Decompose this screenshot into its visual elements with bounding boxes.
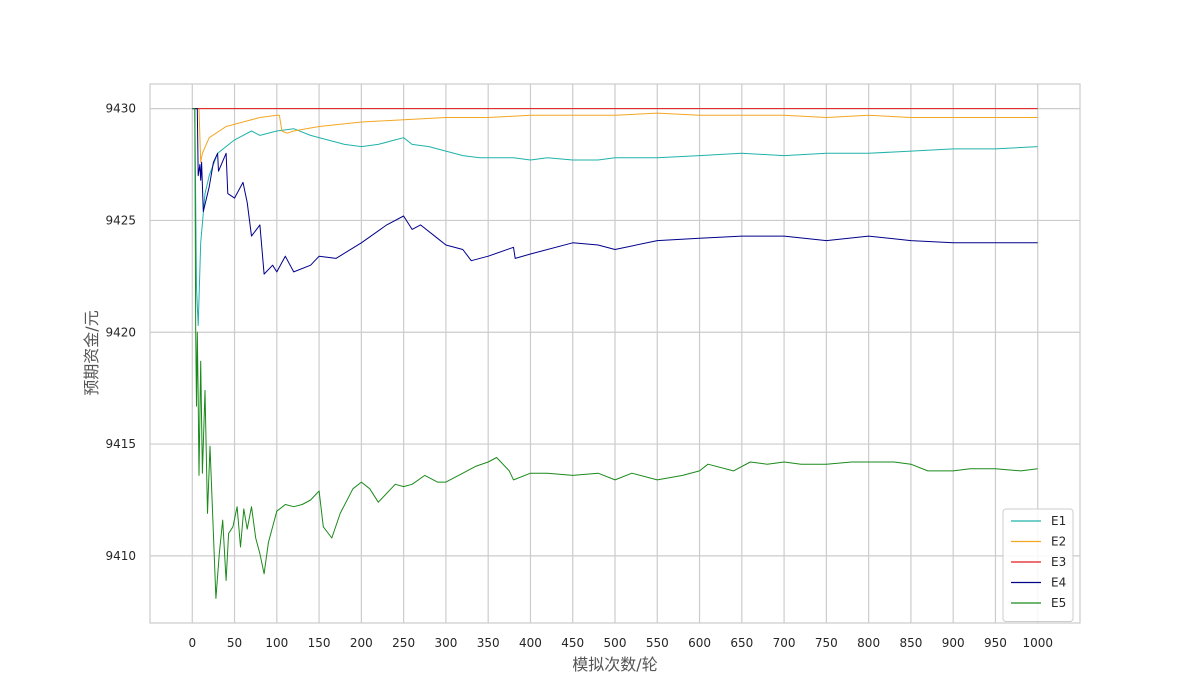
x-tick-label: 300: [434, 636, 457, 650]
legend-label-e5: E5: [1051, 596, 1066, 610]
x-tick-label: 200: [350, 636, 373, 650]
y-tick-label: 9430: [105, 102, 136, 116]
y-axis-title: 预期资金/元: [82, 310, 101, 395]
y-tick-label: 9410: [105, 549, 136, 563]
y-tick-label: 9420: [105, 325, 136, 339]
y-tick-label: 9415: [105, 437, 136, 451]
x-tick-label: 150: [308, 636, 331, 650]
legend-label-e2: E2: [1051, 535, 1066, 549]
x-tick-label: 900: [942, 636, 965, 650]
x-tick-label: 850: [899, 636, 922, 650]
x-tick-label: 250: [392, 636, 415, 650]
axis-ticks: 0 50 100 150 200 250 300 350 400 450 500 550 600 650 7…: [105, 102, 1053, 650]
x-tick-label: 350: [477, 636, 500, 650]
y-tick-label: 9425: [105, 213, 136, 227]
x-tick-label: 700: [773, 636, 796, 650]
x-axis-title: 模拟次数/轮: [572, 655, 657, 674]
series-line-e1: [192, 108, 1038, 326]
x-tick-label: 750: [815, 636, 838, 650]
series-line-e2: [192, 108, 1038, 163]
x-tick-label: 950: [984, 636, 1007, 650]
legend: E1 E2 E3 E4 E5: [1002, 508, 1074, 622]
legend-label-e1: E1: [1051, 514, 1066, 528]
x-tick-label: 0: [188, 636, 196, 650]
x-tick-label: 500: [604, 636, 627, 650]
x-tick-label: 1000: [1022, 636, 1053, 650]
x-tick-label: 400: [519, 636, 542, 650]
legend-label-e4: E4: [1051, 576, 1066, 590]
series-line-e4: [192, 108, 1038, 275]
legend-label-e3: E3: [1051, 555, 1066, 569]
x-tick-label: 450: [561, 636, 584, 650]
x-tick-label: 600: [688, 636, 711, 650]
plot-series: [192, 108, 1038, 599]
series-line-e5: [192, 108, 1038, 599]
x-tick-label: 50: [227, 636, 242, 650]
x-tick-label: 550: [646, 636, 669, 650]
x-tick-label: 100: [265, 636, 288, 650]
plot-frame: [149, 83, 1081, 624]
x-tick-label: 800: [857, 636, 880, 650]
x-tick-label: 650: [730, 636, 753, 650]
legend-box: [1002, 508, 1074, 622]
